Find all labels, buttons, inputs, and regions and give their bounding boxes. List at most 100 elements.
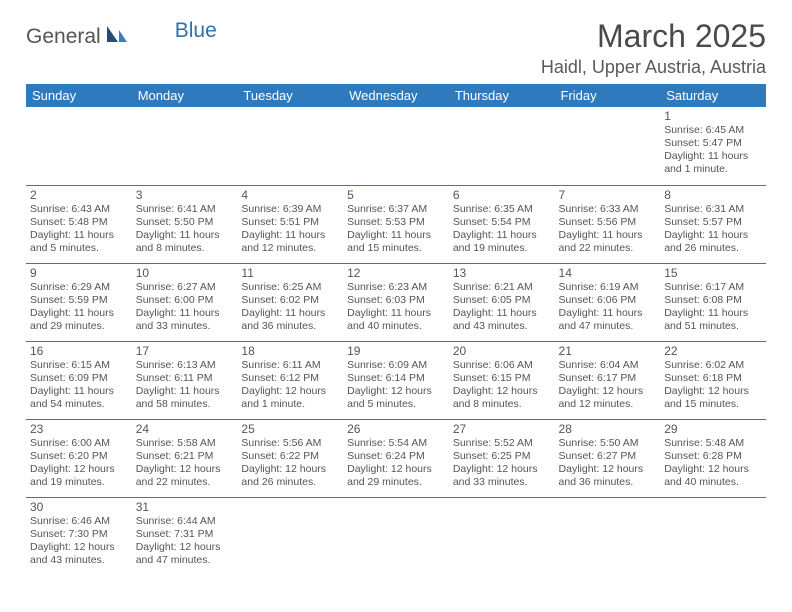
day-header: Tuesday [237, 84, 343, 107]
sunset-text: Sunset: 6:02 PM [241, 294, 339, 307]
sunset-text: Sunset: 6:05 PM [453, 294, 551, 307]
calendar-cell: 22Sunrise: 6:02 AMSunset: 6:18 PMDayligh… [660, 341, 766, 419]
sunset-text: Sunset: 5:47 PM [664, 137, 762, 150]
day-number: 18 [241, 344, 339, 358]
day-number: 1 [664, 109, 762, 123]
day-header: Friday [555, 84, 661, 107]
day-info: Sunrise: 6:27 AMSunset: 6:00 PMDaylight:… [136, 281, 234, 334]
daylight-text: Daylight: 11 hours and 12 minutes. [241, 229, 339, 255]
logo: General Blue [26, 24, 217, 50]
sunset-text: Sunset: 5:51 PM [241, 216, 339, 229]
sunrise-text: Sunrise: 6:15 AM [30, 359, 128, 372]
calendar-cell: 1Sunrise: 6:45 AMSunset: 5:47 PMDaylight… [660, 107, 766, 185]
calendar-cell: 11Sunrise: 6:25 AMSunset: 6:02 PMDayligh… [237, 263, 343, 341]
calendar-week: 30Sunrise: 6:46 AMSunset: 7:30 PMDayligh… [26, 497, 766, 575]
sunrise-text: Sunrise: 6:21 AM [453, 281, 551, 294]
sunrise-text: Sunrise: 6:29 AM [30, 281, 128, 294]
daylight-text: Daylight: 11 hours and 51 minutes. [664, 307, 762, 333]
day-number: 14 [559, 266, 657, 280]
sunset-text: Sunset: 7:31 PM [136, 528, 234, 541]
day-number: 20 [453, 344, 551, 358]
calendar-cell [555, 497, 661, 575]
calendar-cell: 20Sunrise: 6:06 AMSunset: 6:15 PMDayligh… [449, 341, 555, 419]
daylight-text: Daylight: 11 hours and 47 minutes. [559, 307, 657, 333]
day-info: Sunrise: 6:44 AMSunset: 7:31 PMDaylight:… [136, 515, 234, 568]
day-info: Sunrise: 6:43 AMSunset: 5:48 PMDaylight:… [30, 203, 128, 256]
sunset-text: Sunset: 6:15 PM [453, 372, 551, 385]
day-info: Sunrise: 6:19 AMSunset: 6:06 PMDaylight:… [559, 281, 657, 334]
sunset-text: Sunset: 6:25 PM [453, 450, 551, 463]
day-number: 23 [30, 422, 128, 436]
sunset-text: Sunset: 6:12 PM [241, 372, 339, 385]
sunrise-text: Sunrise: 6:46 AM [30, 515, 128, 528]
sunrise-text: Sunrise: 6:17 AM [664, 281, 762, 294]
daylight-text: Daylight: 11 hours and 5 minutes. [30, 229, 128, 255]
sunrise-text: Sunrise: 6:13 AM [136, 359, 234, 372]
daylight-text: Daylight: 11 hours and 58 minutes. [136, 385, 234, 411]
sunset-text: Sunset: 6:24 PM [347, 450, 445, 463]
day-info: Sunrise: 6:11 AMSunset: 6:12 PMDaylight:… [241, 359, 339, 412]
sunset-text: Sunset: 6:20 PM [30, 450, 128, 463]
calendar-cell: 30Sunrise: 6:46 AMSunset: 7:30 PMDayligh… [26, 497, 132, 575]
daylight-text: Daylight: 11 hours and 54 minutes. [30, 385, 128, 411]
day-header: Wednesday [343, 84, 449, 107]
sunset-text: Sunset: 5:53 PM [347, 216, 445, 229]
sunrise-text: Sunrise: 6:37 AM [347, 203, 445, 216]
day-info: Sunrise: 5:52 AMSunset: 6:25 PMDaylight:… [453, 437, 551, 490]
day-number: 2 [30, 188, 128, 202]
calendar-cell: 8Sunrise: 6:31 AMSunset: 5:57 PMDaylight… [660, 185, 766, 263]
day-header: Saturday [660, 84, 766, 107]
sunset-text: Sunset: 5:57 PM [664, 216, 762, 229]
day-info: Sunrise: 6:23 AMSunset: 6:03 PMDaylight:… [347, 281, 445, 334]
day-info: Sunrise: 5:56 AMSunset: 6:22 PMDaylight:… [241, 437, 339, 490]
day-info: Sunrise: 5:48 AMSunset: 6:28 PMDaylight:… [664, 437, 762, 490]
calendar-cell: 27Sunrise: 5:52 AMSunset: 6:25 PMDayligh… [449, 419, 555, 497]
calendar-cell [555, 107, 661, 185]
calendar-cell [26, 107, 132, 185]
calendar-cell: 9Sunrise: 6:29 AMSunset: 5:59 PMDaylight… [26, 263, 132, 341]
calendar-cell [237, 497, 343, 575]
daylight-text: Daylight: 12 hours and 47 minutes. [136, 541, 234, 567]
calendar-week: 16Sunrise: 6:15 AMSunset: 6:09 PMDayligh… [26, 341, 766, 419]
daylight-text: Daylight: 12 hours and 15 minutes. [664, 385, 762, 411]
day-info: Sunrise: 6:46 AMSunset: 7:30 PMDaylight:… [30, 515, 128, 568]
day-number: 13 [453, 266, 551, 280]
day-info: Sunrise: 6:25 AMSunset: 6:02 PMDaylight:… [241, 281, 339, 334]
sunset-text: Sunset: 6:08 PM [664, 294, 762, 307]
calendar-cell: 2Sunrise: 6:43 AMSunset: 5:48 PMDaylight… [26, 185, 132, 263]
calendar-cell: 31Sunrise: 6:44 AMSunset: 7:31 PMDayligh… [132, 497, 238, 575]
sunrise-text: Sunrise: 6:11 AM [241, 359, 339, 372]
calendar-cell [449, 497, 555, 575]
day-info: Sunrise: 6:17 AMSunset: 6:08 PMDaylight:… [664, 281, 762, 334]
day-info: Sunrise: 6:31 AMSunset: 5:57 PMDaylight:… [664, 203, 762, 256]
sunrise-text: Sunrise: 6:43 AM [30, 203, 128, 216]
calendar-cell: 14Sunrise: 6:19 AMSunset: 6:06 PMDayligh… [555, 263, 661, 341]
day-number: 4 [241, 188, 339, 202]
day-number: 9 [30, 266, 128, 280]
sunrise-text: Sunrise: 5:50 AM [559, 437, 657, 450]
day-number: 29 [664, 422, 762, 436]
day-info: Sunrise: 6:09 AMSunset: 6:14 PMDaylight:… [347, 359, 445, 412]
calendar-cell: 12Sunrise: 6:23 AMSunset: 6:03 PMDayligh… [343, 263, 449, 341]
day-info: Sunrise: 6:45 AMSunset: 5:47 PMDaylight:… [664, 124, 762, 177]
sunset-text: Sunset: 6:11 PM [136, 372, 234, 385]
calendar-cell: 3Sunrise: 6:41 AMSunset: 5:50 PMDaylight… [132, 185, 238, 263]
calendar-cell: 10Sunrise: 6:27 AMSunset: 6:00 PMDayligh… [132, 263, 238, 341]
day-number: 6 [453, 188, 551, 202]
sunrise-text: Sunrise: 5:58 AM [136, 437, 234, 450]
page-header: General Blue March 2025 Haidl, Upper Aus… [26, 18, 766, 78]
calendar-cell: 13Sunrise: 6:21 AMSunset: 6:05 PMDayligh… [449, 263, 555, 341]
calendar-cell [237, 107, 343, 185]
day-number: 8 [664, 188, 762, 202]
sunrise-text: Sunrise: 6:02 AM [664, 359, 762, 372]
calendar-cell: 23Sunrise: 6:00 AMSunset: 6:20 PMDayligh… [26, 419, 132, 497]
daylight-text: Daylight: 11 hours and 22 minutes. [559, 229, 657, 255]
day-number: 22 [664, 344, 762, 358]
day-info: Sunrise: 6:37 AMSunset: 5:53 PMDaylight:… [347, 203, 445, 256]
day-number: 31 [136, 500, 234, 514]
calendar-cell: 18Sunrise: 6:11 AMSunset: 6:12 PMDayligh… [237, 341, 343, 419]
location: Haidl, Upper Austria, Austria [541, 57, 766, 78]
day-info: Sunrise: 5:58 AMSunset: 6:21 PMDaylight:… [136, 437, 234, 490]
calendar-cell: 15Sunrise: 6:17 AMSunset: 6:08 PMDayligh… [660, 263, 766, 341]
daylight-text: Daylight: 12 hours and 22 minutes. [136, 463, 234, 489]
